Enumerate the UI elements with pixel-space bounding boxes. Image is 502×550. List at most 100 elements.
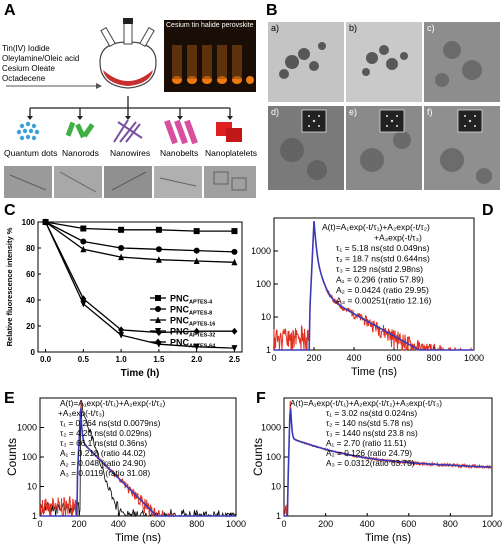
x-tick-label: 200 <box>72 519 87 529</box>
series-line <box>45 221 235 263</box>
sub-label-d: d) <box>271 107 280 117</box>
data-point <box>155 226 162 233</box>
legend-marker <box>155 338 161 346</box>
fit-equation: A(t)=A₁exp(-t/τ₁)+A₂exp(-t/τ₂)+A₃exp(-t/… <box>290 398 442 408</box>
data-point <box>231 248 238 255</box>
legend-marker <box>155 306 161 312</box>
x-tick-label: 0 <box>271 353 276 363</box>
morph-nanowires: Nanowires <box>110 148 151 158</box>
fit-parameter: τ₃ = 1440 ns(std 23.8 ns) <box>326 428 418 438</box>
panel-e: E 0 200 400 600 800 1000 1 10 100 1000 Time (ns) Co… <box>0 380 252 550</box>
legend-label: PNCAPTES-4 <box>170 294 213 306</box>
fit-parameter: τ₃ = 66.1 ns(std 0.36ns) <box>60 438 147 448</box>
panel-label-b: B <box>266 2 278 19</box>
plot-frame <box>283 397 493 517</box>
fit-parameter: τ₁ = 5.18 ns(std 0.049ns) <box>336 243 430 253</box>
y-tick-label: 10 <box>261 312 271 322</box>
morph-nanorods: Nanorods <box>62 148 99 158</box>
fit-parameter: A₁ = 2.70 (ratio 11.51) <box>326 438 407 448</box>
morph-quantum-dots: Quantum dots <box>4 148 58 158</box>
y-axis-label: Counts <box>252 438 265 476</box>
fit-curve <box>40 408 236 517</box>
x-tick-label: 600 <box>150 519 165 529</box>
reaction-flask-diagram <box>4 18 256 198</box>
chart-c-fluorescence: 0.0 0.5 1.0 1.5 2.0 2.5 0 20 40 60 80 100 Time (h) Re… <box>5 218 243 379</box>
y-tick-label: 100 <box>266 452 281 462</box>
fit-parameter: τ₂ = 18.7 ns(std 0.644ns) <box>336 254 430 264</box>
panel-f: F 0 200 400 600 800 1000 1 10 100 1000 Time (ns) Co… <box>252 380 502 550</box>
series-line <box>45 221 235 253</box>
x-tick-label: 0 <box>281 519 286 529</box>
x-tick-label: 600 <box>386 353 401 363</box>
x-tick-label: 0.5 <box>78 355 90 364</box>
data-point <box>231 327 238 335</box>
tem-images-grid <box>268 22 500 190</box>
x-tick-label: 0 <box>37 519 42 529</box>
reagent-2: Oleylamine/Oleic acid <box>2 54 80 63</box>
data-point <box>155 329 162 336</box>
panel-label-c: C <box>4 202 16 219</box>
x-tick-label: 200 <box>318 519 333 529</box>
y-tick-label: 10 <box>27 482 37 492</box>
legend-label: PNCAPTES-8 <box>170 305 212 317</box>
data-point <box>42 218 49 226</box>
chart-e-decay: 0 200 400 600 800 1000 1 10 100 1000 Time (ns) Coun… <box>5 397 246 544</box>
fit-parameter: A₃ = 0.00251(ratio 12.16) <box>336 296 432 306</box>
data-point <box>80 300 87 308</box>
chart-d-decay: 0 200 400 600 800 1000 1 10 100 1000 Time (ns) A(t)… <box>252 217 484 378</box>
data-point <box>231 228 238 235</box>
series-aptes-4: PNCAPTES-4 <box>42 219 238 306</box>
x-axis-label: Time (h) <box>121 368 160 379</box>
series-aptes-64: PNCAPTES-64 <box>42 218 238 350</box>
data-trace <box>273 221 474 351</box>
sub-label-e: e) <box>349 107 358 117</box>
data-point <box>118 326 125 334</box>
reagent-1: Tin(IV) Iodide <box>2 44 50 53</box>
morph-nanoplatelets: Nanoplatelets <box>205 148 257 158</box>
y-tick-label: 80 <box>26 244 35 253</box>
sub-label-b: b) <box>349 23 358 33</box>
data-point <box>155 256 162 263</box>
y-tick-label: 1 <box>32 511 37 521</box>
y-tick-label: 60 <box>26 270 35 279</box>
x-tick-label: 1000 <box>226 519 246 529</box>
sub-label-a: a) <box>271 23 280 33</box>
fit-equation-line2: +A₃exp(-t/τ₃) <box>374 233 422 243</box>
fit-equation: A(t)=A₁exp(-t/τ₁)+A₂exp(-t/τ₂) <box>60 398 166 408</box>
data-point <box>155 246 162 253</box>
legend-marker <box>155 316 161 323</box>
data-point <box>193 257 200 264</box>
fit-curve <box>274 221 474 351</box>
series-line <box>44 221 235 334</box>
x-tick-label: 800 <box>426 353 441 363</box>
series-line <box>45 221 235 232</box>
fit-parameter: A₁ = 0.296 (ratio 57.89) <box>336 275 424 285</box>
y-tick-label: 40 <box>26 296 35 305</box>
fit-parameter: A₃ = 0.0119 (ratio 31.08) <box>60 468 150 478</box>
fit-parameter: τ₂ = 140 ns(std 5.78 ns) <box>326 418 413 428</box>
data-point <box>118 245 125 251</box>
data-point <box>80 295 87 303</box>
fit-equation-line2: +A₃exp(-t/τ₃) <box>58 408 105 418</box>
y-tick-label: 1000 <box>252 246 271 256</box>
y-tick-label: 1 <box>266 345 271 355</box>
data-point <box>193 228 200 235</box>
x-tick-label: 400 <box>360 519 375 529</box>
fit-parameter: A₂ = 0.048 (ratio 24.90) <box>60 458 146 468</box>
x-tick-label: 0.0 <box>40 355 52 364</box>
fit-parameter: τ₃ = 129 ns(std 2.98ns) <box>336 264 423 274</box>
x-tick-label: 2.0 <box>191 355 203 364</box>
fit-parameter: A₂ = 0.126 (ratio 24.79) <box>326 448 412 458</box>
x-axis-label: Time (ns) <box>365 532 411 544</box>
y-tick-label: 1000 <box>261 423 281 433</box>
data-point <box>118 253 125 261</box>
x-tick-label: 1.5 <box>153 355 165 364</box>
series-line <box>44 221 235 349</box>
legend-label: PNCAPTES-16 <box>170 316 215 328</box>
reagent-4: Octadecene <box>2 74 46 83</box>
fit-parameter: A₃ = 0.0312(ratio 63.70) <box>326 458 415 468</box>
y-tick-label: 1 <box>276 511 281 521</box>
sub-label-c: c) <box>427 23 435 33</box>
x-tick-label: 1000 <box>464 353 484 363</box>
sub-label-f: f) <box>427 107 433 117</box>
